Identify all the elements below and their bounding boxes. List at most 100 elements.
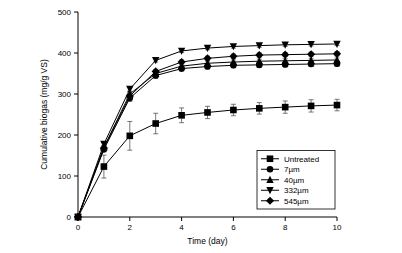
error-bar (257, 103, 262, 114)
error-bar (335, 99, 340, 110)
x-tick-label: 4 (179, 223, 184, 232)
data-point (230, 107, 237, 114)
error-bar-cap (127, 121, 132, 122)
error-bar-cap (205, 118, 210, 119)
legend-label: 40µm (284, 176, 305, 185)
data-point (308, 103, 315, 110)
error-bar (283, 101, 288, 113)
data-point (152, 57, 159, 64)
data-point (100, 144, 108, 152)
chart-svg: 01002003004005000246810Time (day)Cumulat… (0, 0, 402, 253)
y-tick-label: 200 (58, 131, 72, 140)
data-point (333, 50, 341, 58)
legend-label: 332µm (284, 186, 309, 195)
y-tick (74, 94, 78, 95)
data-point (230, 43, 237, 50)
error-bar (179, 108, 184, 123)
error-bar (309, 100, 314, 112)
error-bar-cap (127, 150, 132, 151)
error-bar (153, 113, 158, 134)
data-point (282, 104, 289, 111)
error-bar-cap (231, 104, 236, 105)
error-bar-cap (257, 102, 262, 103)
error-bar-cap (205, 106, 210, 107)
x-tick (129, 217, 130, 221)
data-point (307, 41, 314, 48)
x-tick (181, 217, 182, 221)
y-tick (74, 176, 78, 177)
data-point (282, 42, 289, 49)
x-tick (285, 217, 286, 221)
series-line (78, 44, 337, 217)
error-bar-cap (101, 178, 106, 179)
y-axis-line (78, 12, 79, 217)
data-point (178, 112, 185, 119)
legend-label: 7µm (284, 165, 300, 174)
error-bar-cap (153, 133, 158, 134)
x-tick-label: 10 (333, 223, 342, 232)
error-bar (127, 121, 132, 150)
series-line (78, 60, 337, 217)
error-bar-cap (335, 99, 340, 100)
data-point (101, 163, 108, 170)
error-bar (101, 155, 106, 178)
error-bar-cap (283, 113, 288, 114)
data-point (75, 214, 82, 221)
y-tick-label: 0 (67, 213, 72, 222)
data-point (74, 214, 81, 221)
data-point (178, 58, 186, 66)
error-bar (231, 104, 236, 115)
error-bar-cap (283, 100, 288, 101)
x-axis-label: Time (day) (187, 236, 227, 246)
data-point (127, 133, 134, 140)
error-bar-cap (231, 115, 236, 116)
data-point (281, 51, 289, 59)
data-point (74, 213, 82, 221)
data-point (334, 102, 341, 109)
data-point (204, 45, 211, 52)
data-point (203, 54, 211, 62)
legend-label: 545µm (284, 197, 309, 206)
x-tick-label: 6 (231, 223, 236, 232)
legend-box (257, 151, 335, 210)
data-point (256, 42, 263, 49)
legend-marker (266, 187, 273, 194)
series-line (78, 64, 337, 217)
y-tick-label: 100 (58, 172, 72, 181)
data-point (255, 51, 263, 59)
error-bar-cap (309, 112, 314, 113)
data-point (74, 213, 81, 220)
x-axis-line (78, 217, 337, 218)
data-point (178, 48, 185, 55)
error-bar-cap (309, 99, 314, 100)
y-tick-label: 300 (58, 90, 72, 99)
data-point (307, 50, 315, 58)
data-point (152, 67, 160, 75)
legend-marker (266, 176, 273, 183)
error-bar-cap (257, 114, 262, 115)
data-point (75, 214, 82, 221)
error-bar-cap (335, 110, 340, 111)
chart-container: 01002003004005000246810Time (day)Cumulat… (0, 0, 402, 253)
x-tick (337, 217, 338, 221)
y-tick-label: 500 (58, 8, 72, 17)
y-axis-label: Cumulative biogas (mg/g VS) (39, 59, 49, 170)
data-point (229, 52, 237, 60)
legend-label: Untreated (284, 155, 319, 164)
data-point (126, 86, 133, 93)
x-tick (233, 217, 234, 221)
x-tick-label: 0 (76, 223, 81, 232)
y-tick-label: 400 (58, 49, 72, 58)
x-tick-label: 8 (283, 223, 288, 232)
legend: Untreated7µm 40µm332µm 545µm (257, 151, 335, 210)
data-point (256, 105, 263, 112)
error-bar (205, 106, 210, 118)
data-point (333, 41, 340, 48)
data-point (204, 109, 211, 116)
legend-marker (267, 155, 274, 162)
error-bar-cap (179, 107, 184, 108)
data-point (152, 120, 159, 127)
error-bar-cap (153, 113, 158, 114)
legend-marker (266, 197, 274, 205)
y-tick (74, 135, 78, 136)
